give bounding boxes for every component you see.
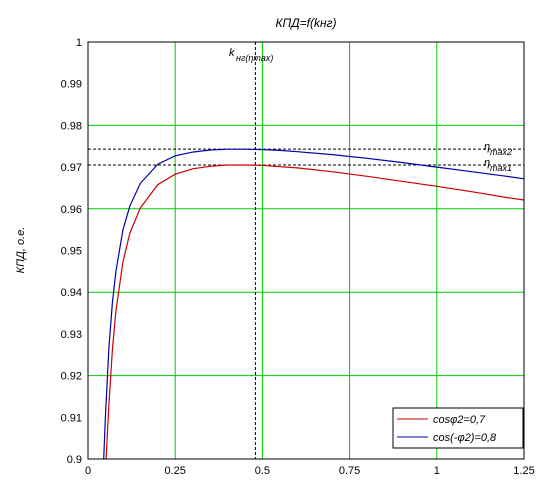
y-tick-label: 0.99 — [61, 79, 82, 91]
y-tick-label: 0.95 — [61, 246, 82, 258]
eta-max2-annotation: η max2 — [484, 141, 512, 157]
x-tick-label: 0 — [85, 465, 91, 477]
marker-lines — [88, 42, 524, 459]
plot-frame — [87, 41, 525, 460]
eta-max2-subscript: max2 — [490, 147, 512, 157]
series-line-1 — [105, 164, 525, 460]
x-tick-label: 0.5 — [255, 465, 270, 477]
x-tick-label: 0.75 — [339, 465, 360, 477]
k-annotation-subscript: нг(ηmax) — [236, 53, 273, 63]
y-tick-label: 0.93 — [61, 329, 82, 341]
eta-max2-main: η — [484, 141, 490, 153]
y-tick-label: 0.94 — [61, 287, 82, 299]
x-tick-label: 1.25 — [513, 465, 534, 477]
y-tick-label: 0.96 — [61, 204, 82, 216]
legend: cosφ2=0,7 cos(-φ2)=0,8 — [392, 407, 524, 449]
y-tick-label: 1 — [76, 37, 82, 49]
series-lines — [103, 148, 525, 460]
plot-background — [88, 42, 524, 459]
x-tick-label: 1 — [434, 465, 440, 477]
y-tick-label: 0.9 — [67, 454, 82, 466]
eta-max1-annotation: η max1 — [484, 157, 512, 173]
y-tick-label: 0.97 — [61, 162, 82, 174]
series-line-2 — [103, 148, 525, 460]
k-annotation: k нг(ηmax) — [229, 47, 273, 63]
legend-box — [392, 407, 524, 449]
eta-max1-subscript: max1 — [490, 163, 512, 173]
legend-label-series-2: cos(-φ2)=0,8 — [433, 432, 497, 444]
y-axis-label: КПД, о.е. — [15, 227, 27, 274]
y-tick-label: 0.98 — [61, 120, 82, 132]
y-tick-label: 0.91 — [61, 412, 82, 424]
grid-lines — [88, 42, 524, 459]
legend-label-series-1: cosφ2=0,7 — [433, 414, 486, 426]
eta-max1-main: η — [484, 157, 490, 169]
chart-title: КПД=f(kнг) — [275, 16, 336, 30]
x-tick-label: 0.25 — [164, 465, 185, 477]
k-annotation-main: k — [229, 47, 235, 59]
y-tick-label: 0.92 — [61, 371, 82, 383]
y-tick-labels: 0.9 0.91 0.92 0.93 0.94 0.95 0.96 0.97 0.98 0.99 1 — [61, 37, 82, 466]
x-tick-labels: 0 0.25 0.5 0.75 1 1.25 — [85, 465, 535, 477]
